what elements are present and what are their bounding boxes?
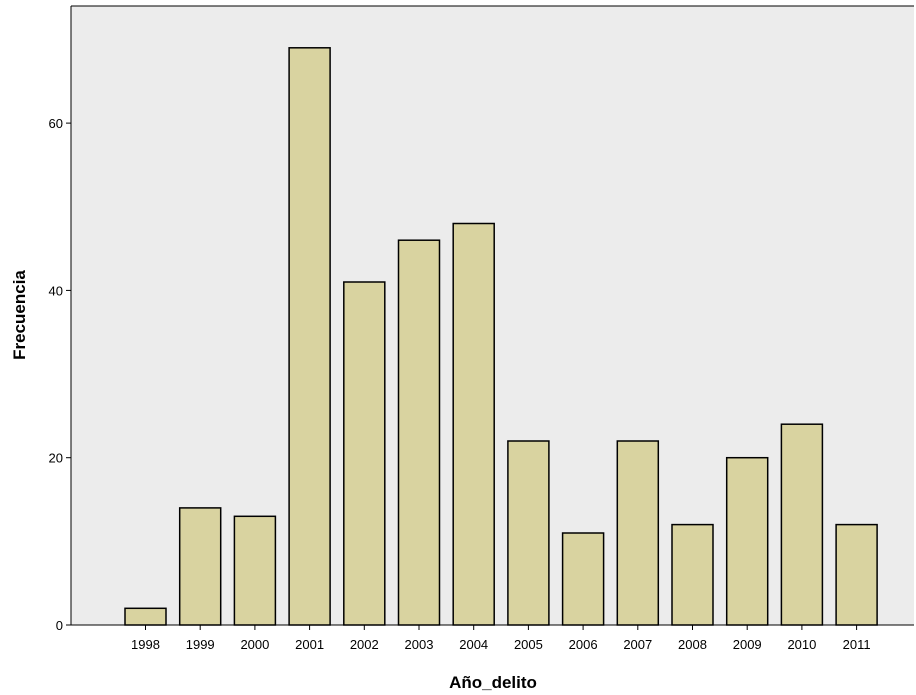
- x-tick-label-2011: 2011: [843, 637, 871, 652]
- y-tick-label-0: 0: [56, 618, 63, 633]
- x-tick-label-2001: 2001: [295, 637, 324, 652]
- bar-2003: [397, 239, 441, 626]
- y-axis-ticks: 0 20 40 60: [49, 116, 71, 633]
- x-tick-label-2002: 2002: [350, 637, 379, 652]
- x-tick-label-1999: 1999: [186, 637, 215, 652]
- y-axis-title: Frecuencia: [10, 270, 29, 360]
- x-axis-ticks: 1998 1999 2000 2001 2002 2003 2004 2005 2006 2007…: [131, 625, 871, 652]
- bar-2002: [343, 281, 386, 626]
- x-tick-label-2008: 2008: [678, 637, 707, 652]
- bar-2010: [780, 423, 824, 626]
- y-tick-label-20: 20: [49, 451, 63, 466]
- bar-2005: [507, 440, 550, 626]
- x-tick-label-2005: 2005: [514, 637, 543, 652]
- bar-2008: [671, 523, 714, 626]
- bars-group: [124, 47, 878, 626]
- bar-1999: [178, 507, 222, 626]
- x-tick-label-2004: 2004: [459, 637, 488, 652]
- x-tick-label-2006: 2006: [569, 637, 598, 652]
- x-tick-label-2000: 2000: [240, 637, 269, 652]
- x-tick-label-2007: 2007: [623, 637, 652, 652]
- bar-2004: [452, 222, 495, 626]
- bar-2009: [725, 456, 769, 626]
- bar-2006: [561, 532, 605, 626]
- x-tick-label-1998: 1998: [131, 637, 160, 652]
- bar-1998: [124, 607, 167, 626]
- x-axis-title: Año_delito: [449, 673, 537, 692]
- bar-2000: [233, 515, 277, 626]
- bar-2001: [288, 47, 331, 626]
- bar-2007: [616, 440, 660, 626]
- x-tick-label-2003: 2003: [405, 637, 434, 652]
- x-tick-label-2009: 2009: [733, 637, 762, 652]
- y-tick-label-40: 40: [49, 283, 63, 298]
- x-tick-label-2010: 2010: [787, 637, 816, 652]
- y-tick-label-60: 60: [49, 116, 63, 131]
- bar-2011: [835, 523, 878, 626]
